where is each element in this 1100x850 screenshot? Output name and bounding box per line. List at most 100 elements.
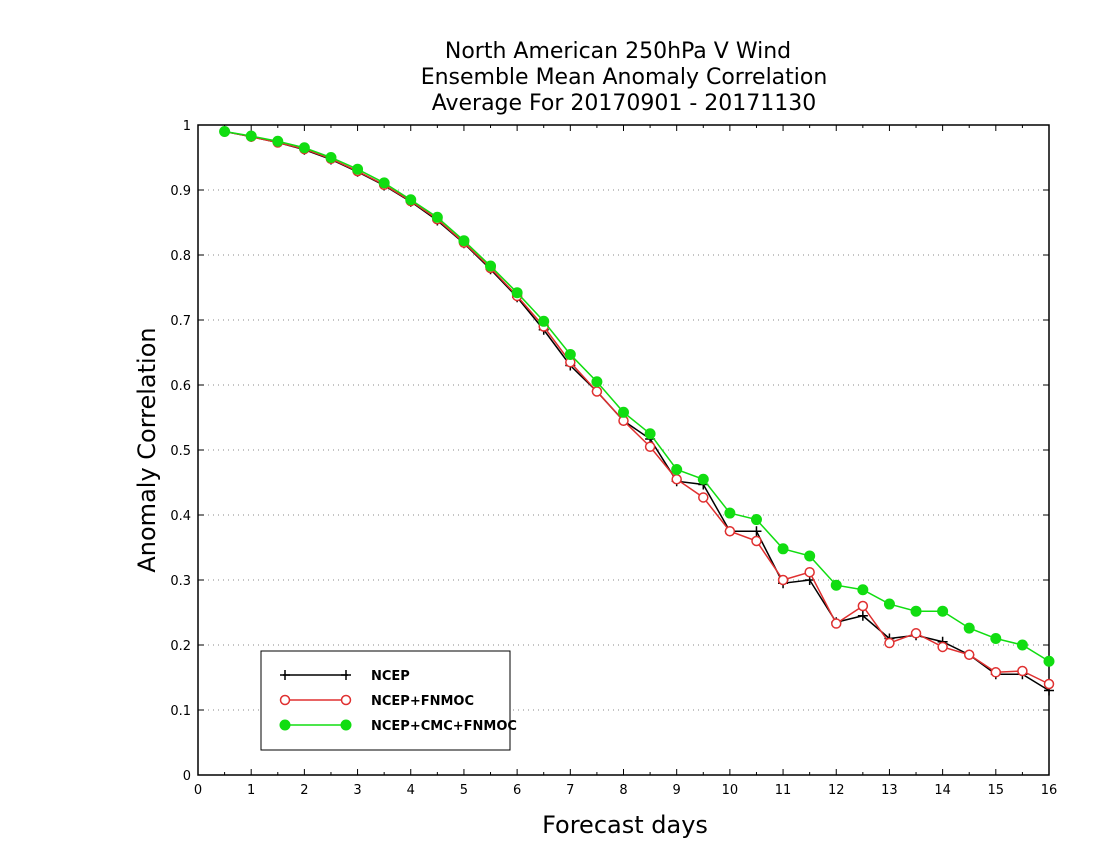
x-tick-label: 15 [988,783,1005,798]
data-point [698,492,709,503]
x-tick-label: 7 [566,783,574,798]
data-point [325,152,337,163]
series-line [224,130,1050,692]
y-tick-label: 1 [183,119,191,134]
legend-item: NCEP+FNMOC [279,694,474,709]
data-point [750,514,762,526]
legend-label: NCEP [371,669,410,684]
data-point [910,605,922,617]
data-point [831,618,842,629]
data-point [538,315,550,327]
legend-marker-end [340,719,352,731]
y-tick-label: 0.2 [170,639,191,654]
data-point [485,260,497,272]
data-point [591,376,603,388]
data-point [671,474,682,485]
data-point [751,526,762,537]
x-tick-label: 1 [247,783,255,798]
series-ncep-cmc-fnmoc [219,126,1055,667]
data-point [697,473,709,485]
x-tick-label: 14 [934,783,951,798]
grid [198,189,1049,711]
data-point [644,428,656,440]
y-axis-title: Anomaly Correlation [133,327,161,572]
data-point [405,194,417,206]
x-tick-label: 8 [619,783,627,798]
legend-marker-end [340,694,352,706]
data-point [591,386,603,397]
y-tick-label: 0.6 [170,379,191,394]
chart-title-line-2: Ensemble Mean Anomaly Correlation [421,65,828,90]
data-point [378,177,390,189]
x-tick-label: 2 [300,783,308,798]
x-tick-label: 9 [673,783,681,798]
y-tick-label: 0.4 [170,509,191,524]
x-tick-label: 16 [1041,783,1058,798]
y-tick-label: 0.8 [170,249,191,264]
data-point [883,598,895,610]
y-tick-label: 0.7 [170,314,191,329]
series-line [224,130,1050,685]
data-point [1016,639,1028,651]
y-tick-label: 0.5 [170,444,191,459]
y-tick-label: 0 [183,769,191,784]
x-tick-label: 13 [881,783,898,798]
x-tick-label: 4 [407,783,415,798]
chart-title-line-3: Average For 20170901 - 20171130 [432,91,817,116]
data-point [884,637,895,649]
data-point [857,610,868,621]
data-point [298,142,310,154]
data-point [1043,655,1055,667]
data-point [644,441,656,452]
series-lines [219,126,1055,696]
y-tick-label: 0.9 [170,184,191,199]
data-point [830,579,842,591]
data-point [990,667,1002,678]
data-point [937,641,948,653]
data-point [724,507,736,519]
data-point [564,348,576,360]
x-tick-label: 0 [194,783,202,798]
data-point [910,628,922,639]
data-point [937,605,949,617]
data-point [219,126,231,137]
chart-title-line-1: North American 250hPa V Wind [445,39,791,64]
legend-marker-start [279,719,291,731]
legend-marker-start [280,670,290,680]
x-tick-label: 10 [722,783,739,798]
data-point [511,287,523,299]
series-ncep [219,126,1054,696]
data-point [458,235,470,247]
y-tick-label: 0.3 [170,574,191,589]
legend-item: NCEP+CMC+FNMOC [279,719,517,734]
data-point [1043,678,1055,690]
legend-item: NCEP [280,669,410,684]
data-point [751,535,762,547]
data-point [245,130,257,142]
data-point [857,584,869,596]
data-point [431,211,443,223]
x-tick-label: 11 [775,783,792,798]
data-point [777,574,789,586]
data-point [857,600,869,612]
data-point [352,163,364,175]
series-line [224,130,1050,662]
data-point [963,649,975,660]
data-point [272,135,284,147]
data-point [990,633,1002,644]
x-tick-label: 3 [353,783,361,798]
legend: NCEP NCEP+FNMOC NCEP+CMC+FNMOC [260,650,517,751]
x-tick-label: 12 [828,783,845,798]
x-tick-label: 5 [460,783,468,798]
data-point [804,566,815,578]
series-ncep-fnmoc [219,126,1055,690]
x-axis-title: Forecast days [542,811,708,839]
axes: 00.10.20.30.40.50.60.70.80.910 1 2 3 4 5 6 7 8 9 1… [170,119,1057,798]
legend-marker-end [341,670,351,680]
data-point [963,622,975,634]
data-point [1017,665,1028,677]
data-point [724,526,736,537]
legend-label: NCEP+CMC+FNMOC [371,719,517,734]
data-point [671,464,683,475]
